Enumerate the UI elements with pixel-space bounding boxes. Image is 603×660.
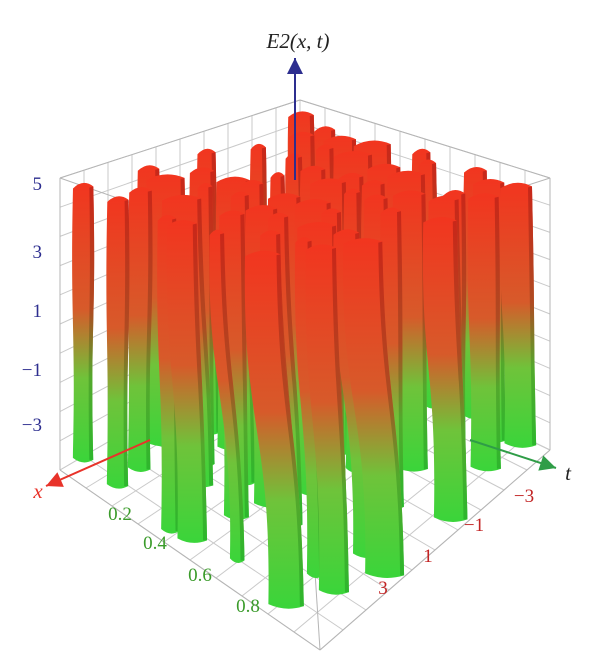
surface-sheet: [244, 250, 304, 609]
surface-sheet-shade: [197, 198, 214, 486]
surface-sheet: [294, 237, 324, 579]
surface-sheet-shade: [192, 223, 208, 541]
surface-sheet-shade: [494, 196, 501, 469]
surface-sheet-shade: [240, 213, 249, 518]
surface-sheet-shade: [452, 220, 468, 520]
t-tick-label: −1: [464, 515, 484, 536]
axes: [45, 58, 557, 487]
surface-sheet: [467, 193, 501, 472]
surface-sheet-shade: [284, 216, 303, 525]
x-tick-label: 0.6: [188, 565, 212, 586]
box-edge: [59, 469, 321, 651]
z-axis-label: E2(x, t): [266, 29, 330, 53]
surface-sheet-shade: [123, 199, 130, 487]
surface-sheet: [499, 182, 537, 448]
surface-sheet-shade: [527, 186, 537, 446]
surface-sheet-shade: [146, 190, 153, 470]
z-axis-arrow: [287, 58, 303, 74]
t-tick-label: −3: [514, 486, 534, 507]
box-edge: [319, 449, 551, 651]
z-tick-label: −1: [22, 360, 42, 381]
surface-sheet-shade: [276, 254, 304, 607]
t-tick-label: 1: [423, 546, 433, 567]
x-tick-label: 0.8: [236, 596, 260, 617]
x-tick-label: 0.2: [108, 504, 132, 525]
surface-sheet-shade: [220, 233, 245, 561]
surface-sheet: [209, 229, 245, 563]
surface-sheet: [343, 238, 405, 578]
t-tick-label: 3: [378, 578, 388, 599]
t-axis-arrow: [538, 455, 556, 471]
box-edge: [59, 99, 301, 179]
x-axis: [45, 439, 151, 487]
box-edge: [299, 99, 551, 179]
z-tick-label: 3: [33, 242, 43, 263]
z-tick-label: 1: [33, 301, 43, 322]
z-tick-label: 5: [33, 174, 43, 195]
surface-sheet-shade: [88, 186, 95, 460]
surface-sheet: [72, 182, 95, 463]
surface-sheet-shade: [331, 247, 349, 593]
x-axis-label: x: [32, 479, 43, 503]
t-axis-label: t: [565, 461, 572, 485]
x-axis-arrow: [46, 472, 64, 487]
x-tick-label: 0.4: [143, 533, 167, 554]
z-tick-label: −3: [22, 415, 42, 436]
surface-sheet-shade: [378, 241, 405, 576]
surface: [72, 111, 537, 609]
surface-sheet-shade: [396, 211, 404, 507]
